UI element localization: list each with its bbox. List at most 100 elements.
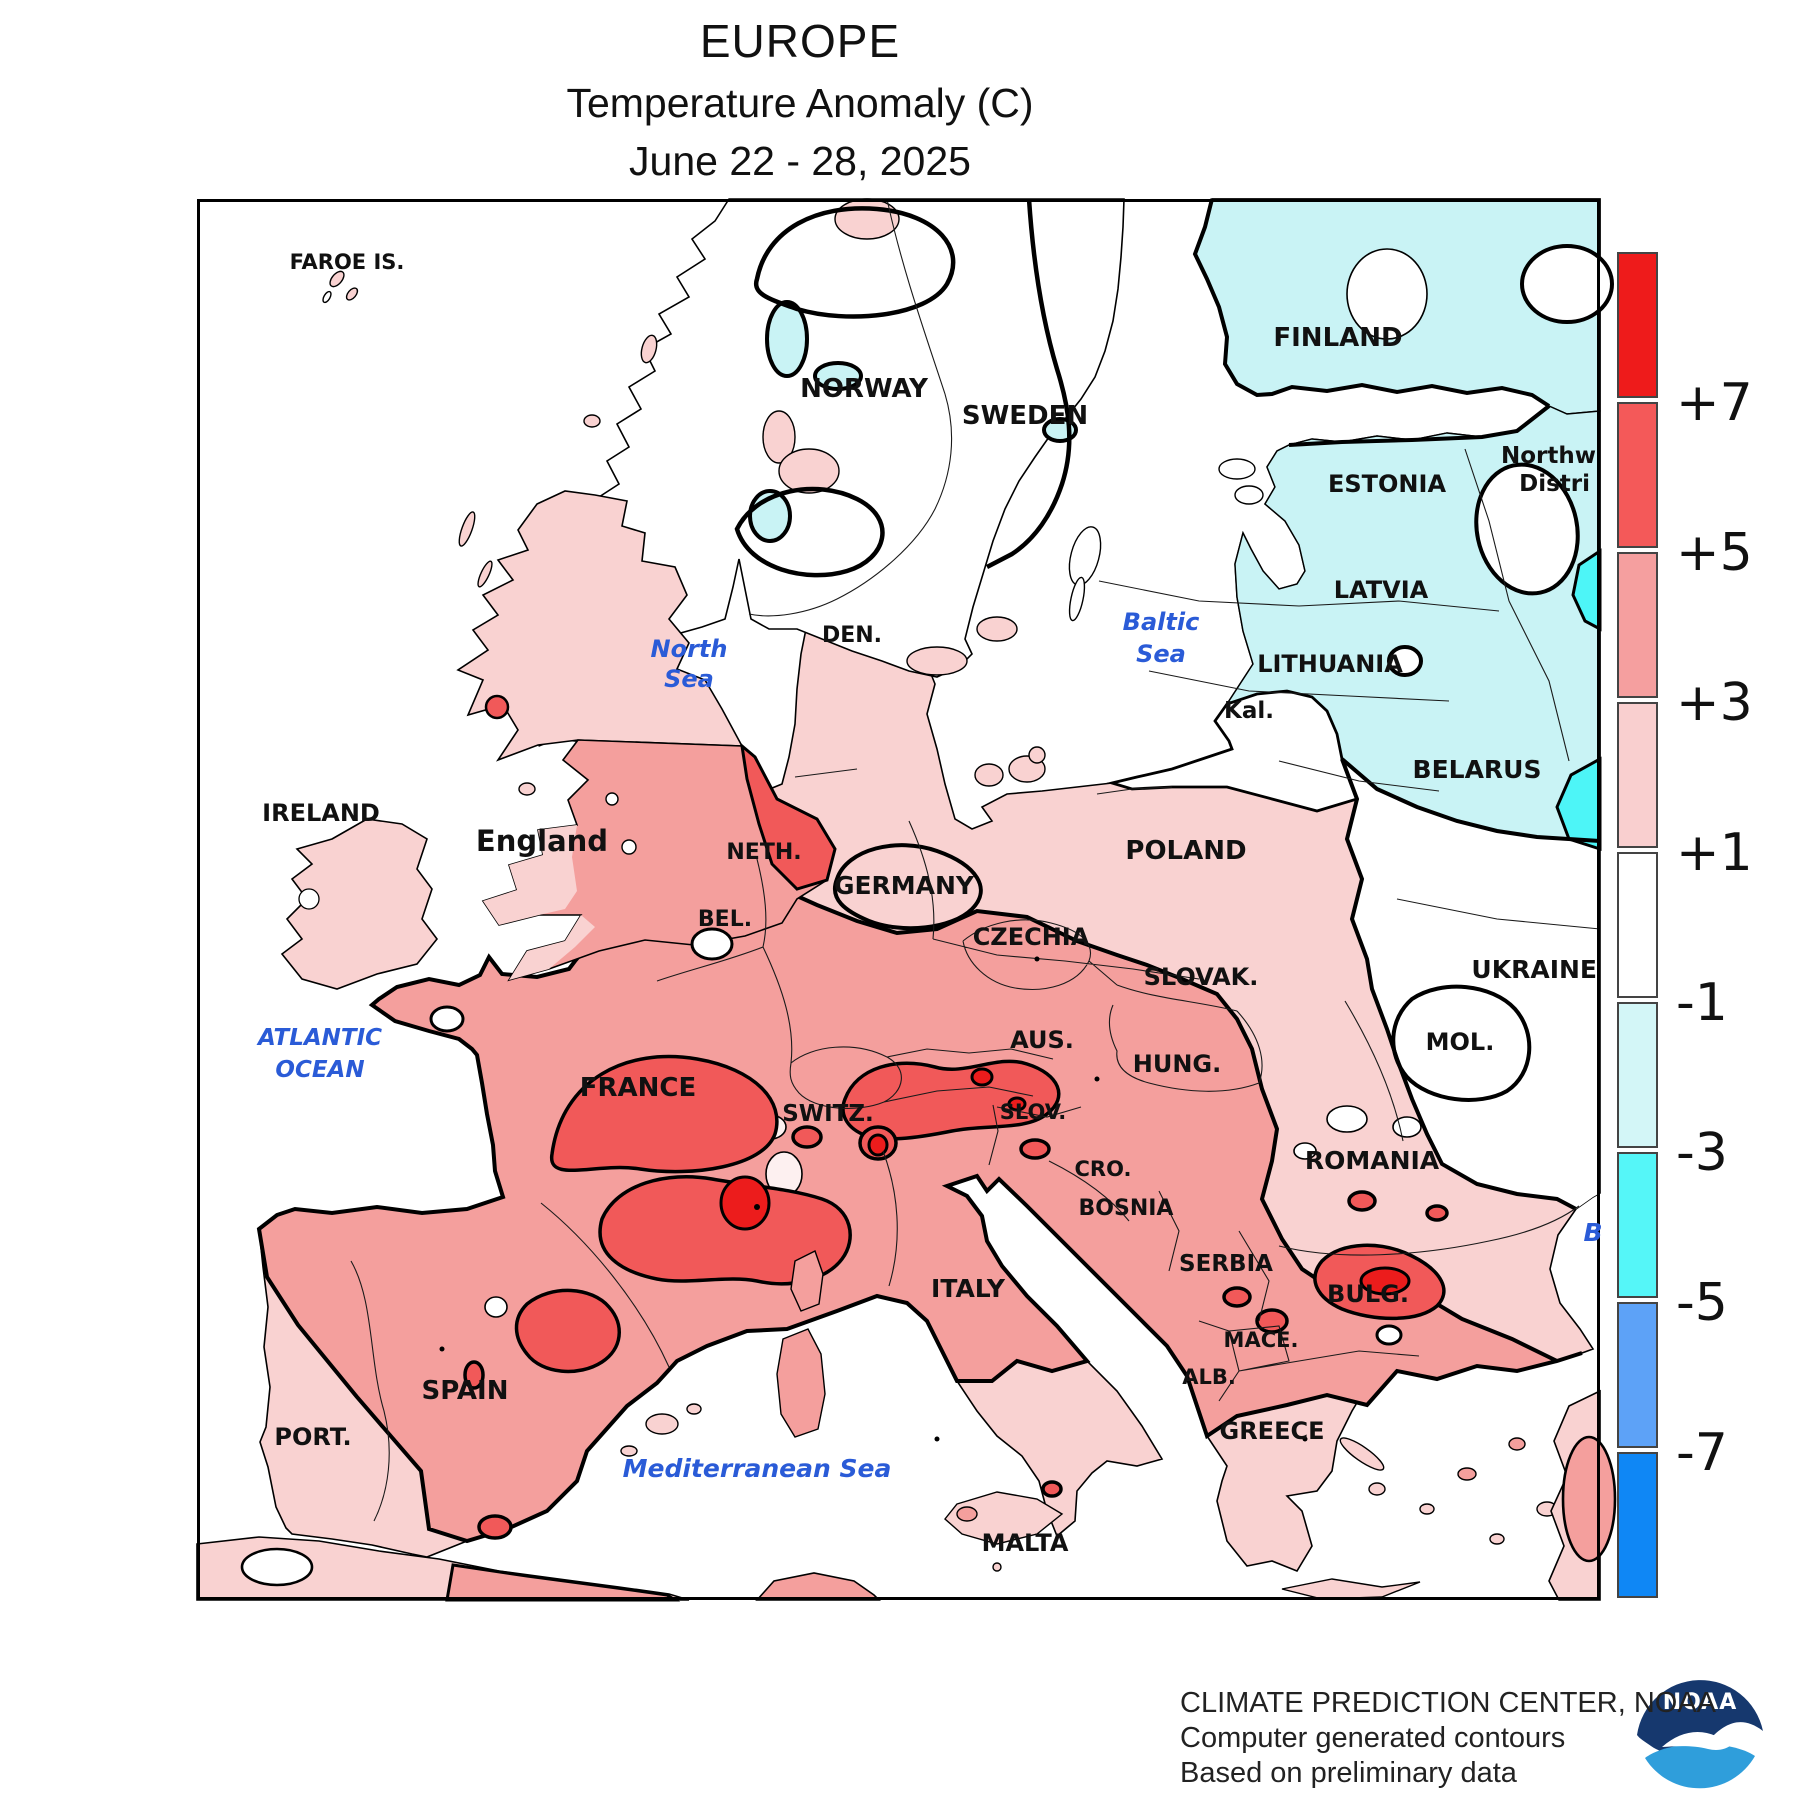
islands bbox=[322, 270, 1558, 1600]
bold-contours bbox=[537, 198, 1601, 1211]
gb-cornwall-pink bbox=[509, 915, 595, 980]
core-alps-1 bbox=[867, 1133, 889, 1157]
island-aegean-4 bbox=[1508, 1437, 1526, 1451]
island-sicily bbox=[944, 1491, 1064, 1545]
ireland-island bbox=[280, 818, 439, 990]
island-man bbox=[518, 782, 536, 796]
gb-scotland bbox=[456, 490, 744, 762]
label-finland: FINLAND bbox=[1273, 323, 1402, 353]
gb-east-england-red bbox=[739, 742, 837, 891]
island-menorca bbox=[686, 1403, 702, 1415]
red-spot-scotland bbox=[484, 694, 510, 720]
label-belgium: BEL. bbox=[698, 907, 752, 932]
cyan-blob-norway-inland bbox=[765, 300, 809, 378]
label-spain: SPAIN bbox=[422, 1376, 509, 1406]
legend-label-plus1: +1 bbox=[1676, 823, 1753, 883]
country-borders bbox=[350, 198, 1601, 1522]
legend-swatch-above-7 bbox=[1617, 252, 1658, 398]
bold-contour-loop-south bbox=[734, 486, 885, 578]
great-britain bbox=[456, 490, 837, 982]
white-spot-romania-2 bbox=[1392, 1116, 1422, 1138]
red-northeast-spain bbox=[514, 1288, 621, 1374]
label-ukraine: UKRAINE bbox=[1471, 955, 1597, 984]
red-serbia bbox=[1222, 1286, 1252, 1308]
label-netherlands: NETH. bbox=[726, 840, 801, 865]
pink-patch-north bbox=[834, 198, 900, 240]
island-mallorca bbox=[645, 1413, 679, 1435]
island-hebrides-2 bbox=[477, 560, 493, 588]
island-euboea bbox=[1339, 1437, 1385, 1471]
label-northwestern-district-1: Northw bbox=[1501, 443, 1596, 469]
island-bornholm bbox=[1028, 746, 1046, 764]
noaa-logo-gull-icon bbox=[1662, 1729, 1742, 1750]
sea-labels: North Sea Baltic Sea ATLANTIC OCEAN Medi… bbox=[256, 608, 1603, 1483]
white-spot-bulgaria-south bbox=[1375, 1324, 1403, 1346]
island-orkney bbox=[583, 414, 601, 428]
label-faroe-islands: FAROE IS. bbox=[290, 250, 405, 274]
red-central-france bbox=[550, 1054, 779, 1174]
island-hebrides-1 bbox=[458, 511, 476, 547]
title-block: EUROPE Temperature Anomaly (C) June 22 -… bbox=[0, 0, 1600, 185]
red-south-france bbox=[598, 1175, 852, 1286]
footer-credits: CLIMATE PREDICTION CENTER, NOAA Computer… bbox=[1180, 1686, 1716, 1791]
page-title: EUROPE bbox=[699, 15, 901, 67]
island-faroe-2 bbox=[345, 287, 359, 301]
island-corsica bbox=[790, 1250, 824, 1312]
legend-label-minus7: -7 bbox=[1676, 1423, 1728, 1483]
label-north-sea-1: North bbox=[651, 635, 728, 663]
pink-patch-west-coast bbox=[762, 410, 796, 464]
legend-label-minus5: -5 bbox=[1676, 1273, 1728, 1333]
ireland bbox=[280, 818, 439, 990]
legend-label-plus7: +7 bbox=[1676, 373, 1753, 433]
red-calabria bbox=[1041, 1480, 1063, 1498]
core-alps-2 bbox=[970, 1067, 994, 1087]
bold-contour-belarus-south bbox=[1340, 757, 1601, 843]
scandinavia-anomaly-patches bbox=[734, 198, 1078, 676]
island-aegean-2 bbox=[1419, 1503, 1435, 1515]
white-patch-north-germany bbox=[833, 843, 983, 931]
island-hiiumaa bbox=[1234, 485, 1264, 505]
label-latvia: LATVIA bbox=[1334, 576, 1429, 604]
label-baltic-sea-2: Sea bbox=[1136, 640, 1186, 668]
pink-patch-south-central bbox=[778, 448, 840, 494]
label-atlantic-2: OCEAN bbox=[275, 1057, 364, 1083]
legend-swatch-below-m7 bbox=[1617, 1452, 1658, 1598]
red-slovenia bbox=[1019, 1138, 1051, 1160]
island-funen bbox=[974, 763, 1004, 787]
island-ibiza bbox=[620, 1445, 638, 1457]
white-spot-england-2 bbox=[621, 839, 637, 855]
white-patch-lithuania bbox=[1387, 645, 1423, 677]
region-kaliningrad-wedge bbox=[1106, 689, 1359, 813]
island-oland bbox=[1068, 576, 1086, 622]
pink-patch-skane bbox=[906, 646, 968, 676]
legend-swatch-normal bbox=[1617, 852, 1658, 998]
noaa-logo-sky bbox=[1637, 1680, 1763, 1753]
noaa-logo-ocean bbox=[1645, 1743, 1755, 1789]
legend-label-plus3: +3 bbox=[1676, 673, 1753, 733]
label-bulgaria: BULG. bbox=[1327, 1280, 1409, 1308]
label-sweden: SWEDEN bbox=[962, 401, 1088, 431]
label-mediterranean-sea: Mediterranean Sea bbox=[623, 1454, 892, 1483]
legend-label-plus5: +5 bbox=[1676, 523, 1753, 583]
bold-contour-loop-north-1 bbox=[753, 206, 956, 319]
island-shetland bbox=[640, 334, 658, 364]
island-malta bbox=[992, 1562, 1002, 1572]
label-black-sea-partial: B bbox=[1583, 1218, 1602, 1247]
label-germany: GERMANY bbox=[834, 871, 975, 900]
label-malta: MALTA bbox=[982, 1529, 1069, 1557]
label-poland: POLAND bbox=[1125, 836, 1246, 866]
island-sardinia bbox=[776, 1328, 826, 1438]
noaa-logo: NOAA bbox=[1636, 1663, 1764, 1791]
cyan-blob-norway-inland-2 bbox=[813, 361, 863, 391]
label-baltic-sea-1: Baltic bbox=[1123, 608, 1200, 636]
island-aegean-3 bbox=[1457, 1467, 1477, 1481]
label-northwestern-district-2: Distri bbox=[1519, 471, 1590, 497]
legend-swatch-m3-m5 bbox=[1617, 1152, 1658, 1298]
legend-label-minus1: -1 bbox=[1676, 973, 1728, 1033]
bold-contour-sweden bbox=[985, 198, 1072, 569]
label-serbia: SERBIA bbox=[1179, 1251, 1273, 1277]
label-austria: AUS. bbox=[1010, 1026, 1074, 1054]
core-south-france bbox=[719, 1175, 771, 1231]
island-faroe-3 bbox=[322, 290, 332, 304]
